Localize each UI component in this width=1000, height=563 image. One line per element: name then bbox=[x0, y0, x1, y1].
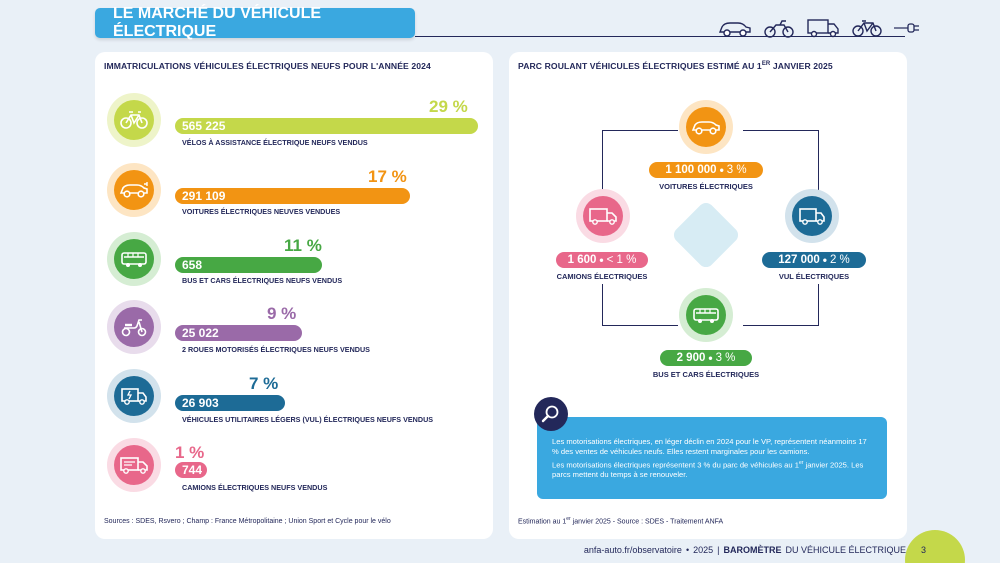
footer-brand: DU VÉHICULE ÉLECTRIQUE bbox=[785, 545, 906, 555]
scooter-value: 25 022 bbox=[182, 326, 219, 340]
truck-percent: 1 % bbox=[175, 443, 205, 462]
bus-percent: 11 % bbox=[284, 236, 322, 255]
fleet-van-label: VUL ÉLECTRIQUES bbox=[778, 272, 850, 281]
fleet-panel: PARC ROULANT VÉHICULES ÉLECTRIQUES ESTIM… bbox=[509, 52, 907, 539]
truck-icon bbox=[589, 208, 617, 225]
car-label: VOITURES ÉLECTRIQUES NEUVES VENDUES bbox=[182, 207, 341, 216]
car-percent: 17 % bbox=[368, 167, 407, 186]
van-icon bbox=[799, 208, 825, 225]
footer: anfa-auto.fr/observatoire • 2025 | BAROM… bbox=[584, 545, 906, 555]
car-icon bbox=[718, 22, 751, 37]
bus-label: BUS ET CARS ÉLECTRIQUES NEUFS VENDUS bbox=[182, 276, 343, 285]
page-number: 3 bbox=[921, 545, 927, 555]
fleet-source: Estimation au 1er janvier 2025 - Source … bbox=[518, 515, 724, 525]
footer-bullet: • bbox=[685, 545, 690, 555]
fleet-truck-label: CAMIONS ÉLECTRIQUES bbox=[556, 272, 648, 281]
frame-bottom-right bbox=[743, 284, 819, 326]
van-value: 26 903 bbox=[182, 396, 219, 410]
fleet-van-circle bbox=[785, 189, 839, 243]
fleet-bus-label: BUS ET CARS ÉLECTRIQUES bbox=[652, 370, 760, 379]
truck-value: 744 bbox=[182, 463, 203, 477]
info-paragraph-2: Les motorisations électriques représente… bbox=[552, 460, 864, 480]
page-title: LE MARCHÉ DU VÉHICULE ÉLECTRIQUE bbox=[95, 5, 415, 40]
car-value: 291 109 bbox=[182, 189, 226, 203]
scooter-percent: 9 % bbox=[267, 304, 297, 323]
van-percent: 7 % bbox=[249, 374, 279, 393]
info-callout: Les motorisations électriques, en léger … bbox=[537, 417, 887, 499]
fleet-bus-pill: 2 900 • 3 % bbox=[660, 350, 752, 366]
bicycle-value: 565 225 bbox=[182, 119, 226, 133]
bus-circle bbox=[107, 232, 161, 286]
bicycle-bar: 565 225 bbox=[175, 118, 478, 134]
bus-icon bbox=[121, 252, 147, 267]
scooter-circle bbox=[107, 300, 161, 354]
scooter-bar: 25 022 bbox=[175, 325, 302, 341]
bicycle-circle bbox=[107, 93, 161, 147]
bus-icon bbox=[693, 308, 719, 323]
fleet-truck-circle bbox=[576, 189, 630, 243]
footer-separator: | bbox=[717, 545, 720, 555]
info-paragraph-1: Les motorisations électriques, en léger … bbox=[552, 437, 867, 456]
fleet-van-pill: 127 000 • 2 % bbox=[762, 252, 866, 268]
footer-url[interactable]: anfa-auto.fr/observatoire bbox=[583, 545, 682, 555]
van-label: VÉHICULES UTILITAIRES LÉGERS (VUL) ÉLECT… bbox=[182, 415, 434, 424]
scooter-label: 2 ROUES MOTORISÉS ÉLECTRIQUES NEUFS VEND… bbox=[182, 345, 370, 354]
page-number-badge: 3 bbox=[905, 530, 965, 563]
page-title-text: LE MARCHÉ DU VÉHICULE ÉLECTRIQUE bbox=[113, 5, 322, 40]
car-bar: 291 109 bbox=[175, 188, 410, 204]
bus-bar: 658 bbox=[175, 257, 322, 273]
plug-icon bbox=[894, 23, 919, 33]
truck-icon bbox=[120, 457, 148, 474]
fleet-truck-pill: 1 600 • < 1 % bbox=[556, 252, 648, 268]
frame-top-right bbox=[743, 130, 819, 198]
fleet-bus-circle bbox=[679, 288, 733, 342]
registrations-panel: IMMATRICULATIONS VÉHICULES ÉLECTRIQUES N… bbox=[95, 52, 493, 539]
registrations-source: Sources : SDES, Rsvero ; Champ : France … bbox=[104, 518, 391, 525]
van-bar: 26 903 bbox=[175, 395, 285, 411]
bicycle-label: VÉLOS À ASSISTANCE ÉLECTRIQUE NEUFS VEND… bbox=[182, 138, 368, 147]
bicycle-icon bbox=[120, 111, 148, 129]
truck-bar: 744 bbox=[175, 462, 207, 478]
header-divider bbox=[415, 36, 905, 37]
fleet-car-circle bbox=[679, 100, 733, 154]
car-circle bbox=[107, 163, 161, 217]
truck-icon bbox=[807, 19, 839, 38]
footer-brand-bold: BAROMÈTRE bbox=[723, 545, 782, 555]
header-vehicle-icons bbox=[718, 18, 920, 38]
registrations-title: IMMATRICULATIONS VÉHICULES ÉLECTRIQUES N… bbox=[104, 61, 431, 71]
car-icon bbox=[119, 182, 148, 198]
fleet-title: PARC ROULANT VÉHICULES ÉLECTRIQUES ESTIM… bbox=[518, 61, 833, 71]
fleet-car-pill: 1 100 000 • 3 % bbox=[649, 162, 763, 178]
truck-label: CAMIONS ÉLECTRIQUES NEUFS VENDUS bbox=[182, 483, 328, 492]
van-circle bbox=[107, 369, 161, 423]
bicycle-percent: 29 % bbox=[429, 97, 468, 116]
bicycle-icon bbox=[852, 20, 882, 37]
bus-value: 658 bbox=[182, 258, 203, 272]
scooter-icon bbox=[121, 319, 147, 337]
center-diamond bbox=[670, 199, 742, 271]
footer-year: 2025 bbox=[693, 545, 714, 555]
frame-bottom-left bbox=[602, 284, 678, 326]
magnifier-icon bbox=[534, 397, 568, 431]
frame-top-left bbox=[602, 130, 678, 198]
motorbike-icon bbox=[764, 20, 794, 38]
car-icon bbox=[691, 121, 720, 135]
truck-circle bbox=[107, 438, 161, 492]
fleet-car-label: VOITURES ÉLECTRIQUES bbox=[659, 182, 753, 191]
van-icon bbox=[121, 388, 147, 405]
